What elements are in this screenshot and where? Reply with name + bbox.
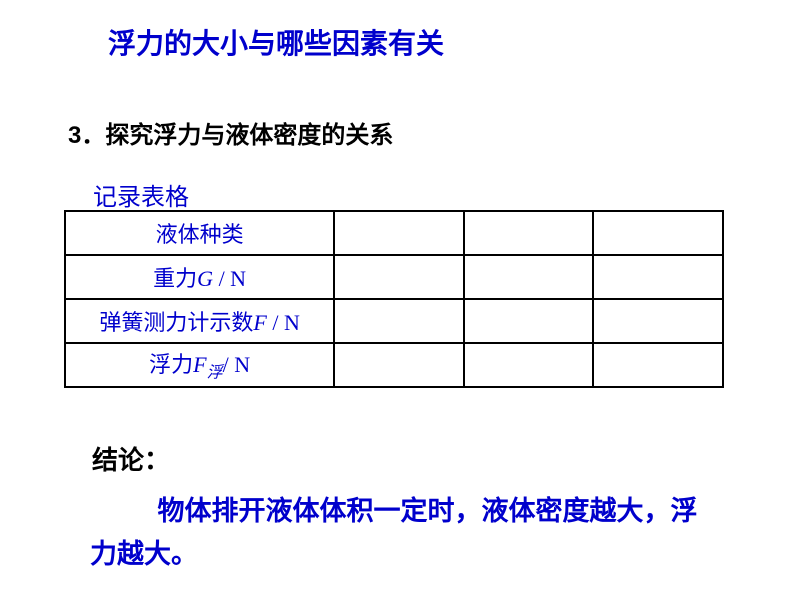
table-cell xyxy=(593,255,723,299)
table-cell xyxy=(593,343,723,387)
row-header: 液体种类 xyxy=(65,211,334,255)
table-cell xyxy=(464,255,594,299)
row-header: 重力G / N xyxy=(65,255,334,299)
table-row: 重力G / N xyxy=(65,255,723,299)
section-subtitle: 3．探究浮力与液体密度的关系 xyxy=(68,115,393,150)
table-row: 弹簧测力计示数F / N xyxy=(65,299,723,343)
data-table: 液体种类 重力G / N 弹簧测力计示数F / N 浮力F浮/ N xyxy=(64,210,724,388)
table-cell xyxy=(464,343,594,387)
table-cell xyxy=(593,299,723,343)
table-cell xyxy=(334,211,464,255)
table-row: 浮力F浮/ N xyxy=(65,343,723,387)
page-title: 浮力的大小与哪些因素有关 xyxy=(108,22,444,62)
row-header: 弹簧测力计示数F / N xyxy=(65,299,334,343)
table-cell xyxy=(334,343,464,387)
conclusion-text: 物体排开液体体积一定时，液体密度越大，浮力越大。 xyxy=(90,490,710,576)
table-cell xyxy=(334,299,464,343)
table-cell xyxy=(464,299,594,343)
table-cell xyxy=(334,255,464,299)
table-cell xyxy=(593,211,723,255)
row-header: 浮力F浮/ N xyxy=(65,343,334,387)
table-cell xyxy=(464,211,594,255)
table-label: 记录表格 xyxy=(93,177,189,212)
table-row: 液体种类 xyxy=(65,211,723,255)
conclusion-label: 结论： xyxy=(92,440,170,477)
